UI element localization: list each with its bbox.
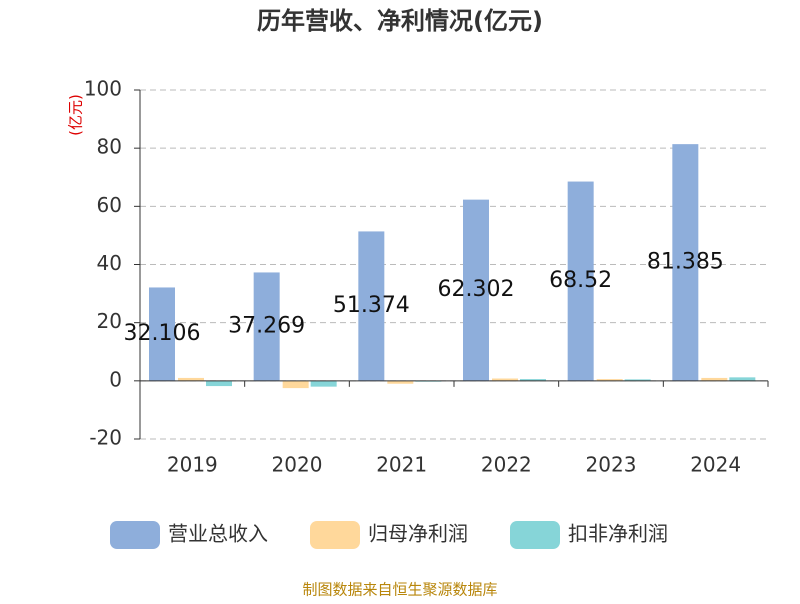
bar	[672, 144, 699, 381]
x-tick-label: 2021	[376, 453, 427, 477]
legend-swatch	[310, 521, 360, 549]
x-tick-label: 2023	[586, 453, 637, 477]
data-label: 62.302	[438, 277, 515, 302]
legend-swatch	[510, 521, 560, 549]
legend-label: 扣非净利润	[568, 522, 668, 546]
y-tick-label: 60	[97, 193, 122, 217]
chart-title: 历年营收、净利情况(亿元)	[257, 7, 543, 35]
bar	[729, 377, 756, 381]
bar	[206, 380, 232, 387]
x-tick-label: 2019	[167, 453, 218, 477]
bar	[624, 379, 651, 381]
legend-label: 营业总收入	[168, 522, 268, 546]
bar	[310, 380, 337, 387]
data-label: 37.269	[228, 314, 305, 339]
y-tick-label: 80	[97, 135, 122, 159]
y-tick-label: 40	[97, 251, 122, 275]
bar	[253, 272, 280, 381]
data-label: 81.385	[647, 249, 724, 274]
bar	[178, 377, 204, 381]
y-axis-label: (亿元)	[67, 94, 85, 136]
data-label: 51.374	[333, 293, 410, 318]
legend-swatch	[110, 521, 160, 549]
y-tick-label: 100	[84, 77, 122, 101]
bar	[567, 181, 594, 381]
y-tick-label: 0	[109, 367, 122, 391]
bar	[282, 380, 309, 389]
data-label: 68.52	[549, 268, 612, 293]
bar	[149, 287, 175, 381]
data-label: 32.106	[124, 321, 201, 346]
bar	[492, 378, 518, 381]
x-tick-label: 2022	[481, 453, 532, 477]
bar	[463, 199, 489, 381]
source-note: 制图数据来自恒生聚源数据库	[302, 581, 497, 599]
bar	[358, 231, 385, 381]
bar	[520, 379, 546, 381]
legend-label: 归母净利润	[368, 522, 468, 546]
x-tick-label: 2020	[272, 453, 323, 477]
x-tick-label: 2024	[690, 453, 741, 477]
y-tick-label: -20	[89, 426, 122, 450]
bar	[701, 377, 728, 381]
y-tick-label: 20	[97, 309, 122, 333]
bar	[596, 379, 623, 381]
bar	[387, 380, 414, 384]
